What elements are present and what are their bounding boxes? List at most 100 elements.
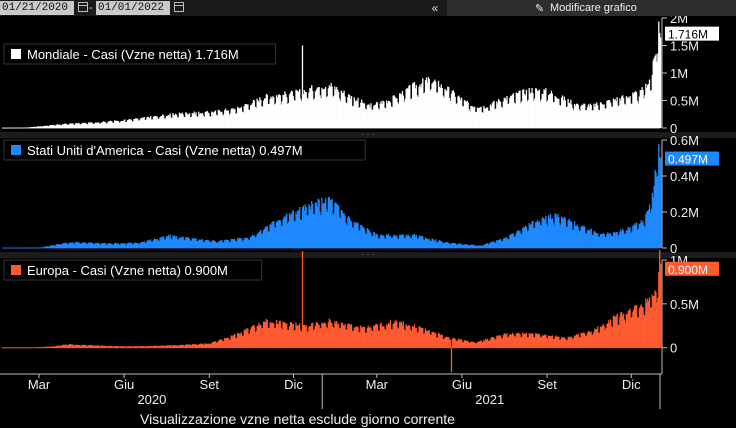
bar[interactable]	[179, 237, 181, 248]
bar[interactable]	[153, 238, 156, 248]
bar[interactable]	[595, 232, 597, 248]
bar[interactable]	[304, 326, 306, 348]
bar[interactable]	[509, 235, 511, 248]
bar[interactable]	[318, 199, 320, 248]
bar[interactable]	[552, 102, 554, 128]
bar[interactable]	[93, 243, 95, 248]
bar[interactable]	[334, 321, 336, 348]
bar[interactable]	[287, 103, 289, 128]
bar[interactable]	[86, 243, 88, 248]
bar[interactable]	[46, 346, 48, 348]
bar[interactable]	[589, 230, 591, 248]
bar[interactable]	[415, 327, 417, 348]
bar[interactable]	[24, 347, 26, 349]
bar[interactable]	[162, 345, 164, 348]
bar[interactable]	[305, 207, 307, 248]
bar[interactable]	[484, 108, 486, 128]
bar[interactable]	[417, 238, 419, 248]
bar[interactable]	[587, 104, 590, 128]
bar[interactable]	[61, 125, 63, 128]
bar[interactable]	[23, 247, 25, 249]
bar[interactable]	[610, 233, 612, 248]
bar[interactable]	[595, 328, 597, 348]
bar[interactable]	[41, 126, 44, 128]
bar[interactable]	[310, 209, 312, 248]
bar[interactable]	[129, 119, 131, 128]
bar[interactable]	[119, 244, 121, 248]
bar[interactable]	[311, 322, 313, 348]
bar[interactable]	[12, 347, 14, 349]
bar[interactable]	[268, 104, 270, 128]
bar[interactable]	[255, 107, 257, 128]
bar[interactable]	[189, 345, 192, 348]
bar[interactable]	[295, 322, 297, 348]
bar[interactable]	[300, 98, 302, 128]
bar[interactable]	[476, 107, 479, 128]
bar[interactable]	[262, 327, 264, 348]
bar[interactable]	[396, 321, 398, 348]
bar[interactable]	[134, 242, 136, 248]
bar[interactable]	[411, 98, 413, 128]
bar[interactable]	[120, 243, 122, 248]
legend-box[interactable]	[3, 43, 276, 65]
bar[interactable]	[347, 217, 349, 248]
bar[interactable]	[163, 236, 165, 248]
bar[interactable]	[449, 101, 452, 128]
bar[interactable]	[416, 332, 418, 348]
bar[interactable]	[4, 127, 7, 129]
bar[interactable]	[561, 337, 564, 348]
bar[interactable]	[257, 100, 259, 128]
bar[interactable]	[572, 229, 574, 248]
bar[interactable]	[217, 241, 219, 248]
bar[interactable]	[369, 107, 371, 128]
bar[interactable]	[102, 345, 105, 348]
bar[interactable]	[56, 124, 58, 128]
bar[interactable]	[252, 235, 255, 249]
bar[interactable]	[385, 330, 387, 348]
bar[interactable]	[68, 242, 70, 248]
bar[interactable]	[36, 126, 38, 128]
bar[interactable]	[544, 219, 546, 248]
bar[interactable]	[310, 325, 312, 348]
bar[interactable]	[505, 334, 507, 348]
bar[interactable]	[35, 247, 37, 249]
bar[interactable]	[510, 334, 512, 348]
bar[interactable]	[554, 213, 556, 248]
bar[interactable]	[308, 326, 310, 348]
bar[interactable]	[337, 324, 339, 348]
bar[interactable]	[610, 102, 612, 128]
bar[interactable]	[242, 335, 244, 348]
bar[interactable]	[536, 333, 539, 348]
bar[interactable]	[10, 347, 12, 349]
bar[interactable]	[122, 346, 124, 348]
bar[interactable]	[125, 346, 127, 348]
bar[interactable]	[229, 339, 231, 348]
bar[interactable]	[276, 97, 279, 128]
bar[interactable]	[539, 224, 541, 248]
bar[interactable]	[131, 121, 133, 128]
bar[interactable]	[426, 82, 429, 128]
bar[interactable]	[232, 108, 234, 128]
bar[interactable]	[604, 237, 606, 248]
bar[interactable]	[114, 346, 117, 348]
bar[interactable]	[618, 105, 620, 128]
bar[interactable]	[389, 320, 392, 348]
bar[interactable]	[14, 347, 16, 349]
bar[interactable]	[585, 110, 588, 128]
bar[interactable]	[597, 236, 600, 248]
bar[interactable]	[22, 347, 24, 349]
bar[interactable]	[563, 337, 566, 348]
bar[interactable]	[523, 226, 525, 248]
bar[interactable]	[501, 241, 504, 248]
bar[interactable]	[509, 334, 511, 348]
bar[interactable]	[602, 232, 604, 248]
bar[interactable]	[151, 119, 153, 128]
bar[interactable]	[639, 222, 641, 248]
bar[interactable]	[464, 340, 467, 348]
bar[interactable]	[629, 96, 631, 128]
bar[interactable]	[542, 217, 544, 248]
bar[interactable]	[388, 101, 391, 128]
bar[interactable]	[225, 239, 228, 248]
bar[interactable]	[409, 85, 411, 128]
bar[interactable]	[291, 211, 293, 248]
